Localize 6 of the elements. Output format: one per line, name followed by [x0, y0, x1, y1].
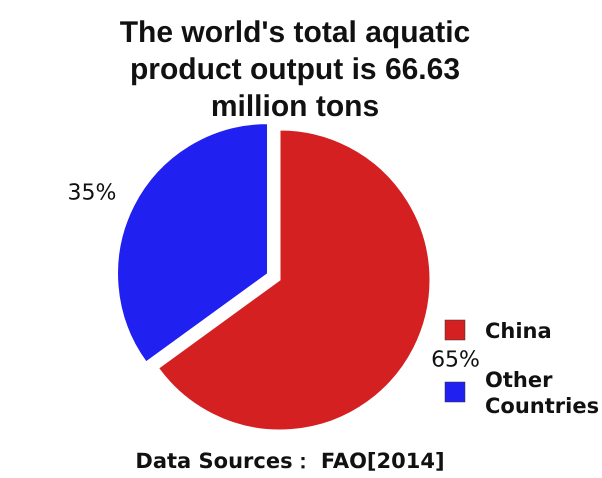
- legend-label: Other Countries: [485, 368, 600, 418]
- chart-title: The world's total aquatic product output is 66.63 million tons: [120, 16, 470, 123]
- data-label: 35%: [68, 180, 116, 206]
- text: Data Sources： FAO[2014]: [135, 449, 445, 473]
- data-label: 65%: [431, 347, 480, 372]
- legend-label: China: [485, 319, 552, 343]
